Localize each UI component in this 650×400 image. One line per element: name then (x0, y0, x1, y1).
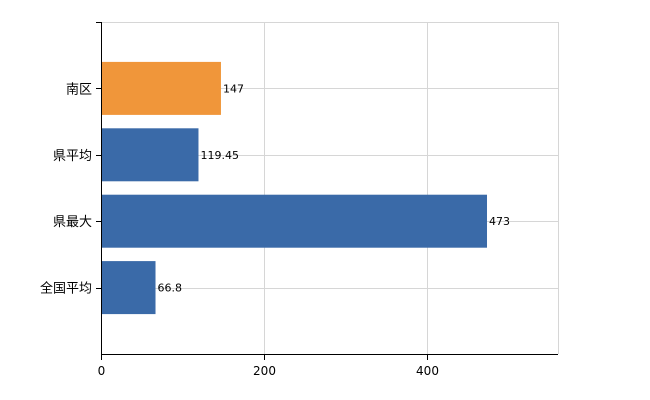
data-label: 473 (489, 215, 510, 228)
category-label: 南区 (66, 81, 92, 97)
category-label: 全国平均 (40, 281, 92, 297)
x-tick-label: 0 (98, 364, 106, 378)
data-label: 147 (223, 82, 244, 95)
data-labels: 147 119.45 473 66.8 (158, 82, 510, 294)
bar (102, 194, 488, 248)
x-tick-label: 400 (416, 364, 439, 378)
data-label: 119.45 (200, 149, 239, 162)
x-tick-label: 200 (253, 364, 276, 378)
bar (102, 261, 156, 315)
bar (102, 128, 199, 182)
data-label: 66.8 (158, 282, 183, 295)
bars (102, 61, 488, 315)
category-label: 県平均 (53, 149, 92, 164)
bar (102, 61, 221, 115)
category-label: 県最大 (53, 215, 92, 230)
